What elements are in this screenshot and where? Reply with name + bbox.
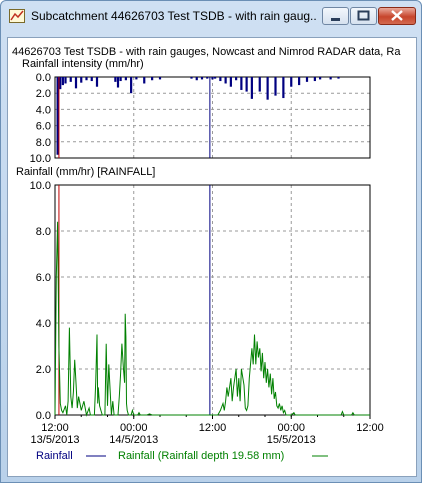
intensity-bar (124, 77, 127, 81)
intensity-bar (64, 77, 67, 84)
intensity-bar (190, 77, 193, 79)
bottom-y-tick-label: 6.0 (36, 272, 51, 284)
minimize-icon (331, 18, 340, 21)
close-button[interactable] (378, 7, 416, 25)
x-tick-time-label: 12:00 (199, 422, 227, 434)
top-y-tick-label: 10.0 (30, 153, 51, 165)
intensity-bar (240, 77, 243, 90)
intensity-bar (119, 77, 122, 82)
x-tick-time-label: 12:00 (356, 422, 384, 434)
top-y-tick-label: 0.0 (36, 72, 51, 84)
bottom-y-tick-label: 2.0 (36, 364, 51, 376)
top-plot-markers (58, 77, 211, 158)
intensity-bar (116, 77, 120, 88)
intensity-bar (135, 77, 138, 80)
intensity-bar (61, 77, 64, 86)
intensity-bar (245, 77, 248, 92)
bottom-plot-series (54, 221, 370, 417)
intensity-bar (211, 77, 214, 80)
window-title: Subcatchment 44626703 Test TSDB - with r… (31, 9, 316, 23)
top-plot-label: Rainfall intensity (mm/hr) (22, 58, 144, 70)
intensity-bar (214, 77, 217, 79)
x-tick-time-label: 12:00 (41, 422, 69, 434)
top-plot-bars (56, 77, 340, 155)
rainfall-series-line (54, 221, 370, 417)
intensity-bar (90, 77, 93, 82)
intensity-bar (235, 77, 238, 81)
intensity-bar (95, 77, 99, 87)
intensity-bar (290, 77, 293, 87)
top-plot-axis: 0.0 2.0 4.0 6.0 8.0 10.0 (30, 72, 371, 165)
legend: Rainfall Rainfall (Rainfall depth 19.58 … (36, 450, 328, 462)
intensity-bar (313, 77, 316, 82)
top-y-tick-label: 2.0 (36, 88, 51, 100)
legend-label-rainfall-depth: Rainfall (Rainfall depth 19.58 mm) (118, 450, 284, 462)
intensity-bar (158, 77, 162, 80)
intensity-bar (250, 77, 253, 99)
intensity-bar (85, 77, 88, 81)
bottom-plot-axis: 0.02.04.06.08.010.012:0013/5/201300:0014… (30, 180, 384, 446)
bottom-y-tick-label: 8.0 (36, 226, 51, 238)
graph-panel: 44626703 Test TSDB - with rain gauges, N… (7, 37, 417, 477)
intensity-bar (130, 77, 133, 94)
intensity-bar (143, 77, 146, 84)
intensity-bar (266, 77, 269, 100)
intensity-bar (224, 77, 227, 84)
title-bar[interactable]: Subcatchment 44626703 Test TSDB - with r… (1, 1, 421, 31)
legend-label-rainfall: Rainfall (36, 450, 73, 462)
intensity-bar (219, 77, 222, 82)
intensity-bar (200, 77, 204, 80)
x-tick-time-label: 00:00 (277, 422, 305, 434)
intensity-bar (298, 77, 301, 86)
top-y-tick-label: 4.0 (36, 104, 51, 116)
intensity-bar (69, 77, 72, 82)
top-y-tick-label: 8.0 (36, 137, 51, 149)
intensity-bar (80, 77, 83, 83)
top-plot-grid (55, 77, 370, 158)
x-tick-time-label: 00:00 (120, 422, 148, 434)
maximize-button[interactable] (350, 7, 377, 25)
bottom-y-tick-label: 10.0 (30, 180, 51, 192)
graph-window-icon (9, 9, 25, 23)
close-icon (391, 10, 403, 21)
bottom-plot-markers (58, 185, 211, 415)
top-y-tick-label: 6.0 (36, 121, 51, 133)
intensity-bar (74, 77, 78, 89)
bottom-y-tick-label: 0.0 (36, 410, 51, 422)
intensity-bar (56, 77, 59, 155)
intensity-bar (337, 77, 340, 79)
x-tick-date-label: 14/5/2013 (109, 434, 158, 446)
bottom-plot-grid (55, 185, 370, 415)
intensity-bar (282, 77, 285, 99)
intensity-bar (114, 77, 117, 82)
minimize-button[interactable] (322, 7, 349, 25)
intensity-bar (305, 77, 309, 82)
intensity-bar (319, 77, 322, 80)
intensity-bar (274, 77, 277, 96)
intensity-bar (206, 77, 209, 79)
x-tick-date-label: 13/5/2013 (31, 434, 80, 446)
intensity-bar (329, 77, 332, 80)
intensity-bar (151, 77, 154, 81)
intensity-bar (258, 77, 261, 92)
graph-heading: 44626703 Test TSDB - with rain gauges, N… (12, 46, 401, 58)
x-tick-date-label: 15/5/2013 (267, 434, 316, 446)
bottom-y-tick-label: 4.0 (36, 318, 51, 330)
maximize-icon (357, 10, 370, 21)
bottom-plot-label: Rainfall (mm/hr) [RAINFALL] (16, 166, 155, 178)
intensity-bar (195, 77, 198, 81)
intensity-bar (59, 77, 62, 90)
rainfall-graph[interactable]: 44626703 Test TSDB - with rain gauges, N… (8, 38, 416, 476)
intensity-bar (229, 77, 232, 87)
